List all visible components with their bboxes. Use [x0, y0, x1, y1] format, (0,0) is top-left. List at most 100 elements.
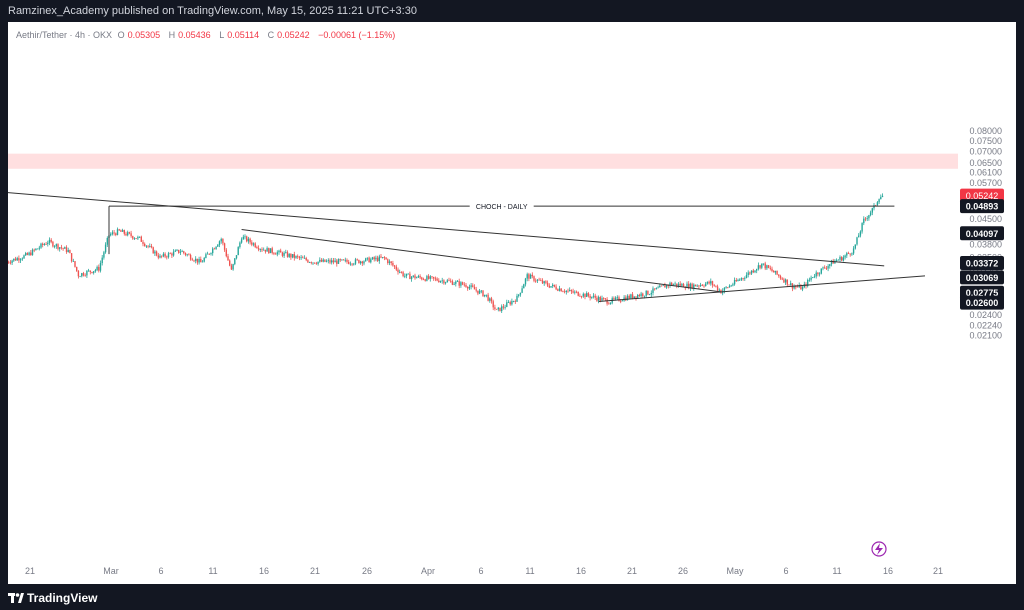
legend-open-label: O: [117, 30, 125, 40]
candle-body: [217, 244, 219, 247]
candle-body: [580, 296, 583, 298]
y-tick-label: 0.08000: [969, 126, 1002, 136]
candle-body: [659, 285, 661, 288]
candle-body: [186, 254, 188, 256]
candle-body: [735, 280, 737, 282]
candle-body: [257, 248, 260, 250]
candle-body: [169, 253, 171, 255]
candle-body: [762, 263, 765, 265]
candle-body: [575, 291, 578, 293]
candle-body: [790, 283, 792, 285]
candle-body: [424, 279, 426, 281]
candle-body: [485, 294, 488, 296]
candle-body: [880, 197, 882, 200]
candle-body: [625, 297, 627, 301]
candle-body: [86, 270, 88, 276]
candle-body: [723, 287, 726, 291]
price-badge-label: 0.02775: [966, 288, 999, 298]
candle-body: [222, 239, 224, 244]
tradingview-logo-icon[interactable]: [8, 591, 24, 605]
candle-body: [538, 279, 540, 281]
candle-body: [334, 260, 336, 263]
lightning-icon[interactable]: [871, 541, 887, 557]
candle-body: [178, 249, 180, 253]
candle-body: [796, 286, 799, 288]
trendline-1[interactable]: [6, 192, 885, 267]
candle-body: [205, 254, 207, 258]
candle-body: [162, 253, 165, 257]
candle-body: [657, 287, 659, 289]
candle-body: [682, 284, 685, 288]
candle-body: [778, 274, 780, 277]
candle-body: [314, 262, 316, 264]
candle-body: [519, 292, 522, 295]
candle-body: [315, 263, 318, 265]
candle-body: [511, 301, 513, 305]
candle-body: [239, 242, 241, 248]
candle-body: [506, 302, 508, 307]
trendline-2[interactable]: [241, 228, 722, 293]
candle-body: [647, 290, 649, 295]
candle-body: [142, 241, 144, 244]
footer-brand[interactable]: TradingView: [27, 591, 98, 605]
y-tick-label: 0.04500: [969, 214, 1002, 224]
candle-body: [434, 278, 437, 280]
trendline-3[interactable]: [598, 275, 926, 303]
candle-body: [478, 290, 481, 294]
candle-body: [181, 251, 183, 253]
candle-body: [81, 273, 83, 277]
candle-body: [312, 262, 314, 264]
candle-body: [784, 279, 787, 283]
candle-body: [373, 257, 375, 260]
candle-body: [247, 238, 250, 242]
candle-body: [749, 272, 751, 274]
supply-zone[interactable]: [8, 153, 958, 169]
candle-body: [693, 284, 695, 289]
candle-body: [812, 277, 814, 278]
candle-body: [18, 258, 20, 261]
candle-body: [308, 262, 311, 264]
candle-body: [484, 294, 486, 297]
chart-area[interactable]: CHOCH - DAILY 0.08000 0.07500 0.07000 0.065…: [6, 22, 1016, 584]
candle-body: [382, 257, 384, 258]
candle-body: [594, 295, 596, 298]
candle-body: [359, 261, 362, 264]
candle-body: [817, 272, 819, 275]
candle-body: [543, 281, 545, 284]
candle-body: [567, 290, 569, 292]
candle-body: [616, 297, 618, 299]
candle-body: [830, 260, 833, 265]
candle-body: [711, 281, 714, 286]
x-tick-label: 16: [883, 566, 893, 576]
candle-body: [688, 283, 690, 289]
candle-body: [419, 276, 421, 278]
candle-body: [96, 266, 98, 270]
candle-body: [822, 267, 824, 269]
candle-body: [317, 261, 319, 264]
candle-body: [742, 278, 744, 279]
y-tick-label: 0.02240: [969, 320, 1002, 330]
candle-body: [166, 256, 168, 258]
candle-body: [494, 307, 496, 309]
candle-body: [490, 298, 493, 302]
candle-body: [322, 259, 324, 262]
candle-body: [371, 257, 374, 260]
candle-body: [801, 287, 804, 290]
lightning-icon-bolt: [875, 543, 883, 555]
candle-body: [861, 223, 863, 232]
candle-body: [171, 253, 173, 256]
candle-body: [427, 276, 430, 279]
candle-body: [591, 296, 593, 298]
price-badge: [960, 270, 1004, 285]
candle-body: [99, 263, 102, 271]
candle-body: [584, 293, 586, 298]
candle-body: [341, 259, 343, 261]
candle-body: [698, 285, 700, 287]
candle-body: [13, 258, 15, 261]
candle-body: [869, 212, 872, 216]
candle-body: [626, 295, 629, 301]
candle-body: [684, 287, 686, 289]
candle-body: [291, 254, 294, 258]
candle-body: [786, 279, 788, 285]
